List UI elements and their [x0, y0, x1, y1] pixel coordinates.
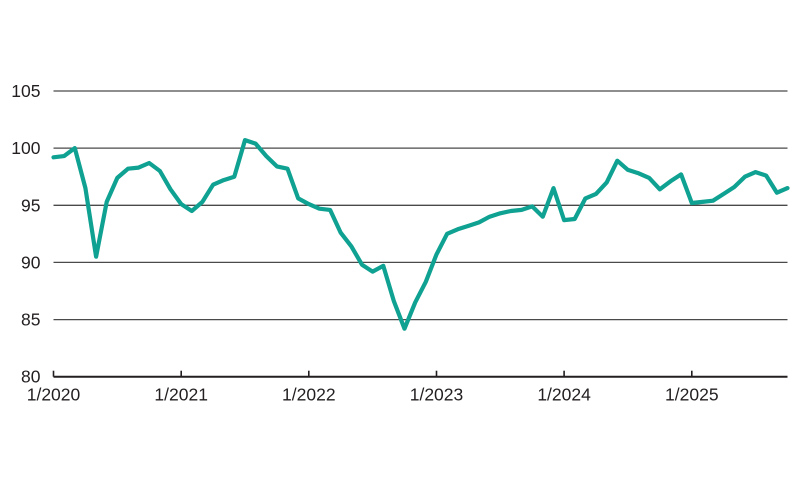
y-tick-label-90: 90 — [21, 252, 41, 272]
y-tick-label-105: 105 — [11, 81, 40, 101]
x-axis-labels: 1/2020 1/2021 1/2022 1/2023 1/2024 1/2025 — [27, 385, 719, 405]
y-tick-label-80: 80 — [21, 367, 41, 387]
y-tick-label-85: 85 — [21, 310, 40, 330]
y-tick-label-100: 100 — [11, 138, 40, 158]
x-tick-label-1-2023: 1/2023 — [410, 385, 464, 405]
y-axis-labels: 80 85 90 95 100 105 — [11, 81, 40, 387]
data-series-line — [51, 138, 790, 331]
x-tick-label-1-2024: 1/2024 — [537, 385, 591, 405]
x-axis-ticks — [52, 370, 693, 377]
y-tick-label-95: 95 — [21, 195, 40, 215]
gridlines — [53, 90, 788, 321]
x-tick-label-1-2025: 1/2025 — [665, 385, 719, 405]
x-tick-label-1-2020: 1/2020 — [27, 385, 81, 405]
x-tick-label-1-2021: 1/2021 — [154, 385, 208, 405]
x-tick-label-1-2022: 1/2022 — [282, 385, 336, 405]
